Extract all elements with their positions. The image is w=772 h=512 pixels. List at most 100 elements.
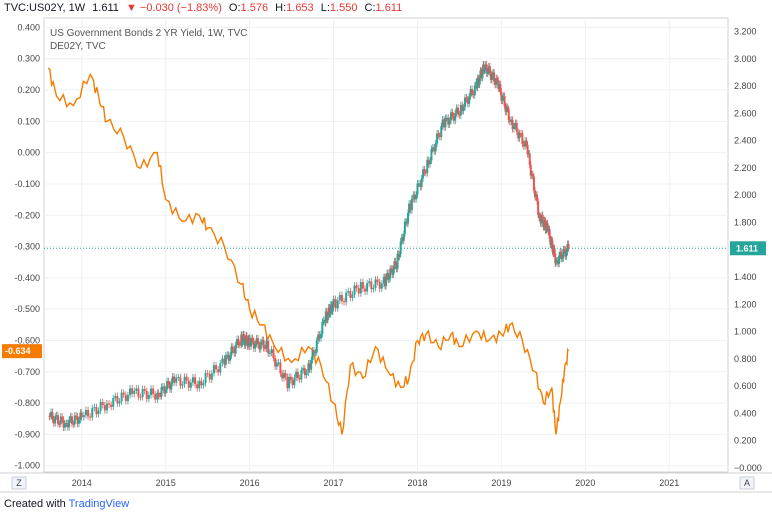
us02y-candle bbox=[465, 94, 468, 103]
us02y-candle bbox=[227, 351, 230, 365]
us02y-candle bbox=[312, 346, 315, 357]
y-left-tick-label: 0.200 bbox=[17, 85, 40, 95]
candle-body bbox=[452, 115, 455, 121]
us02y-candle bbox=[189, 379, 192, 392]
us02y-last-tag-label: 1.611 bbox=[736, 243, 758, 253]
us02y-candle bbox=[393, 257, 396, 273]
candle-body bbox=[530, 174, 533, 176]
us02y-last-tag bbox=[730, 241, 766, 256]
us02y-candle bbox=[200, 377, 203, 389]
y-left-tick-label: -0.200 bbox=[14, 210, 40, 220]
candle-body bbox=[314, 352, 317, 354]
candle-body bbox=[204, 373, 207, 384]
us02y-candle bbox=[262, 336, 265, 352]
candle-body bbox=[465, 97, 468, 100]
y-left-tick-label: -0.900 bbox=[14, 429, 40, 439]
us02y-candle bbox=[503, 92, 506, 110]
us02y-candle bbox=[281, 370, 284, 382]
us02y-candle bbox=[415, 191, 418, 203]
chart[interactable]: 0.400 0.300 0.200 0.100 0.000 -0.100 -0.200 -0.… bbox=[0, 16, 772, 496]
candle-body bbox=[161, 386, 164, 388]
candle-body bbox=[282, 373, 285, 379]
x-tick-label: 2016 bbox=[240, 478, 260, 488]
us02y-candle bbox=[156, 389, 159, 403]
candle-body bbox=[532, 176, 535, 191]
candle-body bbox=[234, 345, 237, 354]
us02y-candle bbox=[302, 364, 305, 374]
candle-body bbox=[99, 402, 102, 411]
de02y-line bbox=[47, 67, 570, 435]
us02y-candle bbox=[515, 119, 518, 136]
us02y-candle bbox=[63, 420, 66, 432]
us02y-candle bbox=[143, 385, 146, 395]
candle-body bbox=[482, 64, 485, 71]
candle-body bbox=[311, 350, 314, 361]
candle-body bbox=[485, 64, 488, 74]
candle-body bbox=[529, 164, 532, 176]
tradingview-logo[interactable]: TradingView bbox=[68, 498, 130, 510]
us02y-candle bbox=[72, 420, 75, 428]
candle-body bbox=[183, 376, 186, 385]
candle-body bbox=[545, 229, 548, 231]
us02y-candle bbox=[564, 246, 567, 260]
candle-body bbox=[293, 377, 296, 386]
us02y-candle bbox=[380, 280, 383, 293]
us02y-candle bbox=[166, 377, 169, 393]
candle-body bbox=[288, 376, 291, 389]
symbol-name[interactable]: TVC:US02Y, 1W bbox=[4, 2, 86, 14]
close-label: C: bbox=[364, 2, 376, 14]
candle-body bbox=[416, 183, 419, 195]
candle-body bbox=[413, 194, 416, 200]
candle-body bbox=[75, 415, 78, 417]
us02y-candle bbox=[89, 413, 92, 421]
candle-body bbox=[505, 106, 508, 112]
us02y-candle bbox=[434, 140, 437, 155]
candle-body bbox=[550, 239, 553, 241]
candle-body bbox=[229, 355, 232, 361]
candle-body bbox=[105, 403, 108, 411]
us02y-candle bbox=[557, 256, 560, 268]
us02y-candle bbox=[259, 338, 262, 353]
candle-body bbox=[401, 237, 404, 241]
candle-body bbox=[215, 365, 218, 370]
us02y-candle bbox=[223, 355, 226, 369]
us02y-candle bbox=[504, 102, 507, 116]
us02y-candle bbox=[482, 60, 485, 75]
candle-body bbox=[171, 376, 174, 383]
candle-body bbox=[243, 334, 246, 339]
us02y-candle bbox=[374, 276, 377, 292]
candle-body bbox=[137, 388, 140, 397]
us02y-candle bbox=[49, 408, 52, 421]
us02y-candle bbox=[489, 69, 492, 84]
us02y-candle bbox=[70, 412, 73, 428]
us02y-candle bbox=[226, 351, 229, 359]
candle-body bbox=[525, 140, 528, 146]
us02y-candle bbox=[526, 141, 529, 158]
us02y-candle bbox=[487, 62, 490, 76]
candle-body bbox=[398, 254, 401, 258]
us02y-candle bbox=[543, 216, 546, 231]
candle-body bbox=[124, 394, 127, 401]
us02y-candle bbox=[233, 346, 236, 357]
candle-body bbox=[353, 285, 356, 295]
us02y-candle bbox=[403, 218, 406, 238]
us02y-candle bbox=[185, 373, 188, 384]
candle-body bbox=[451, 112, 454, 116]
candle-body bbox=[262, 339, 265, 349]
us02y-candle bbox=[502, 92, 505, 102]
us02y-candle bbox=[496, 74, 499, 84]
candle-body bbox=[396, 253, 399, 269]
candle-body bbox=[340, 295, 343, 302]
candle-body bbox=[79, 412, 82, 420]
us02y-candle bbox=[196, 380, 199, 392]
candle-body bbox=[374, 279, 377, 288]
candle-body bbox=[402, 233, 405, 241]
chart-axes: 0.400 0.300 0.200 0.100 0.000 -0.100 -0.200 -0.… bbox=[0, 22, 772, 493]
candle-body bbox=[51, 411, 54, 420]
candle-body bbox=[277, 362, 280, 364]
candle-body bbox=[436, 133, 439, 144]
candle-body bbox=[477, 77, 480, 80]
us02y-candle bbox=[206, 369, 209, 378]
us02y-candle bbox=[77, 416, 80, 428]
candle-body bbox=[166, 381, 169, 390]
